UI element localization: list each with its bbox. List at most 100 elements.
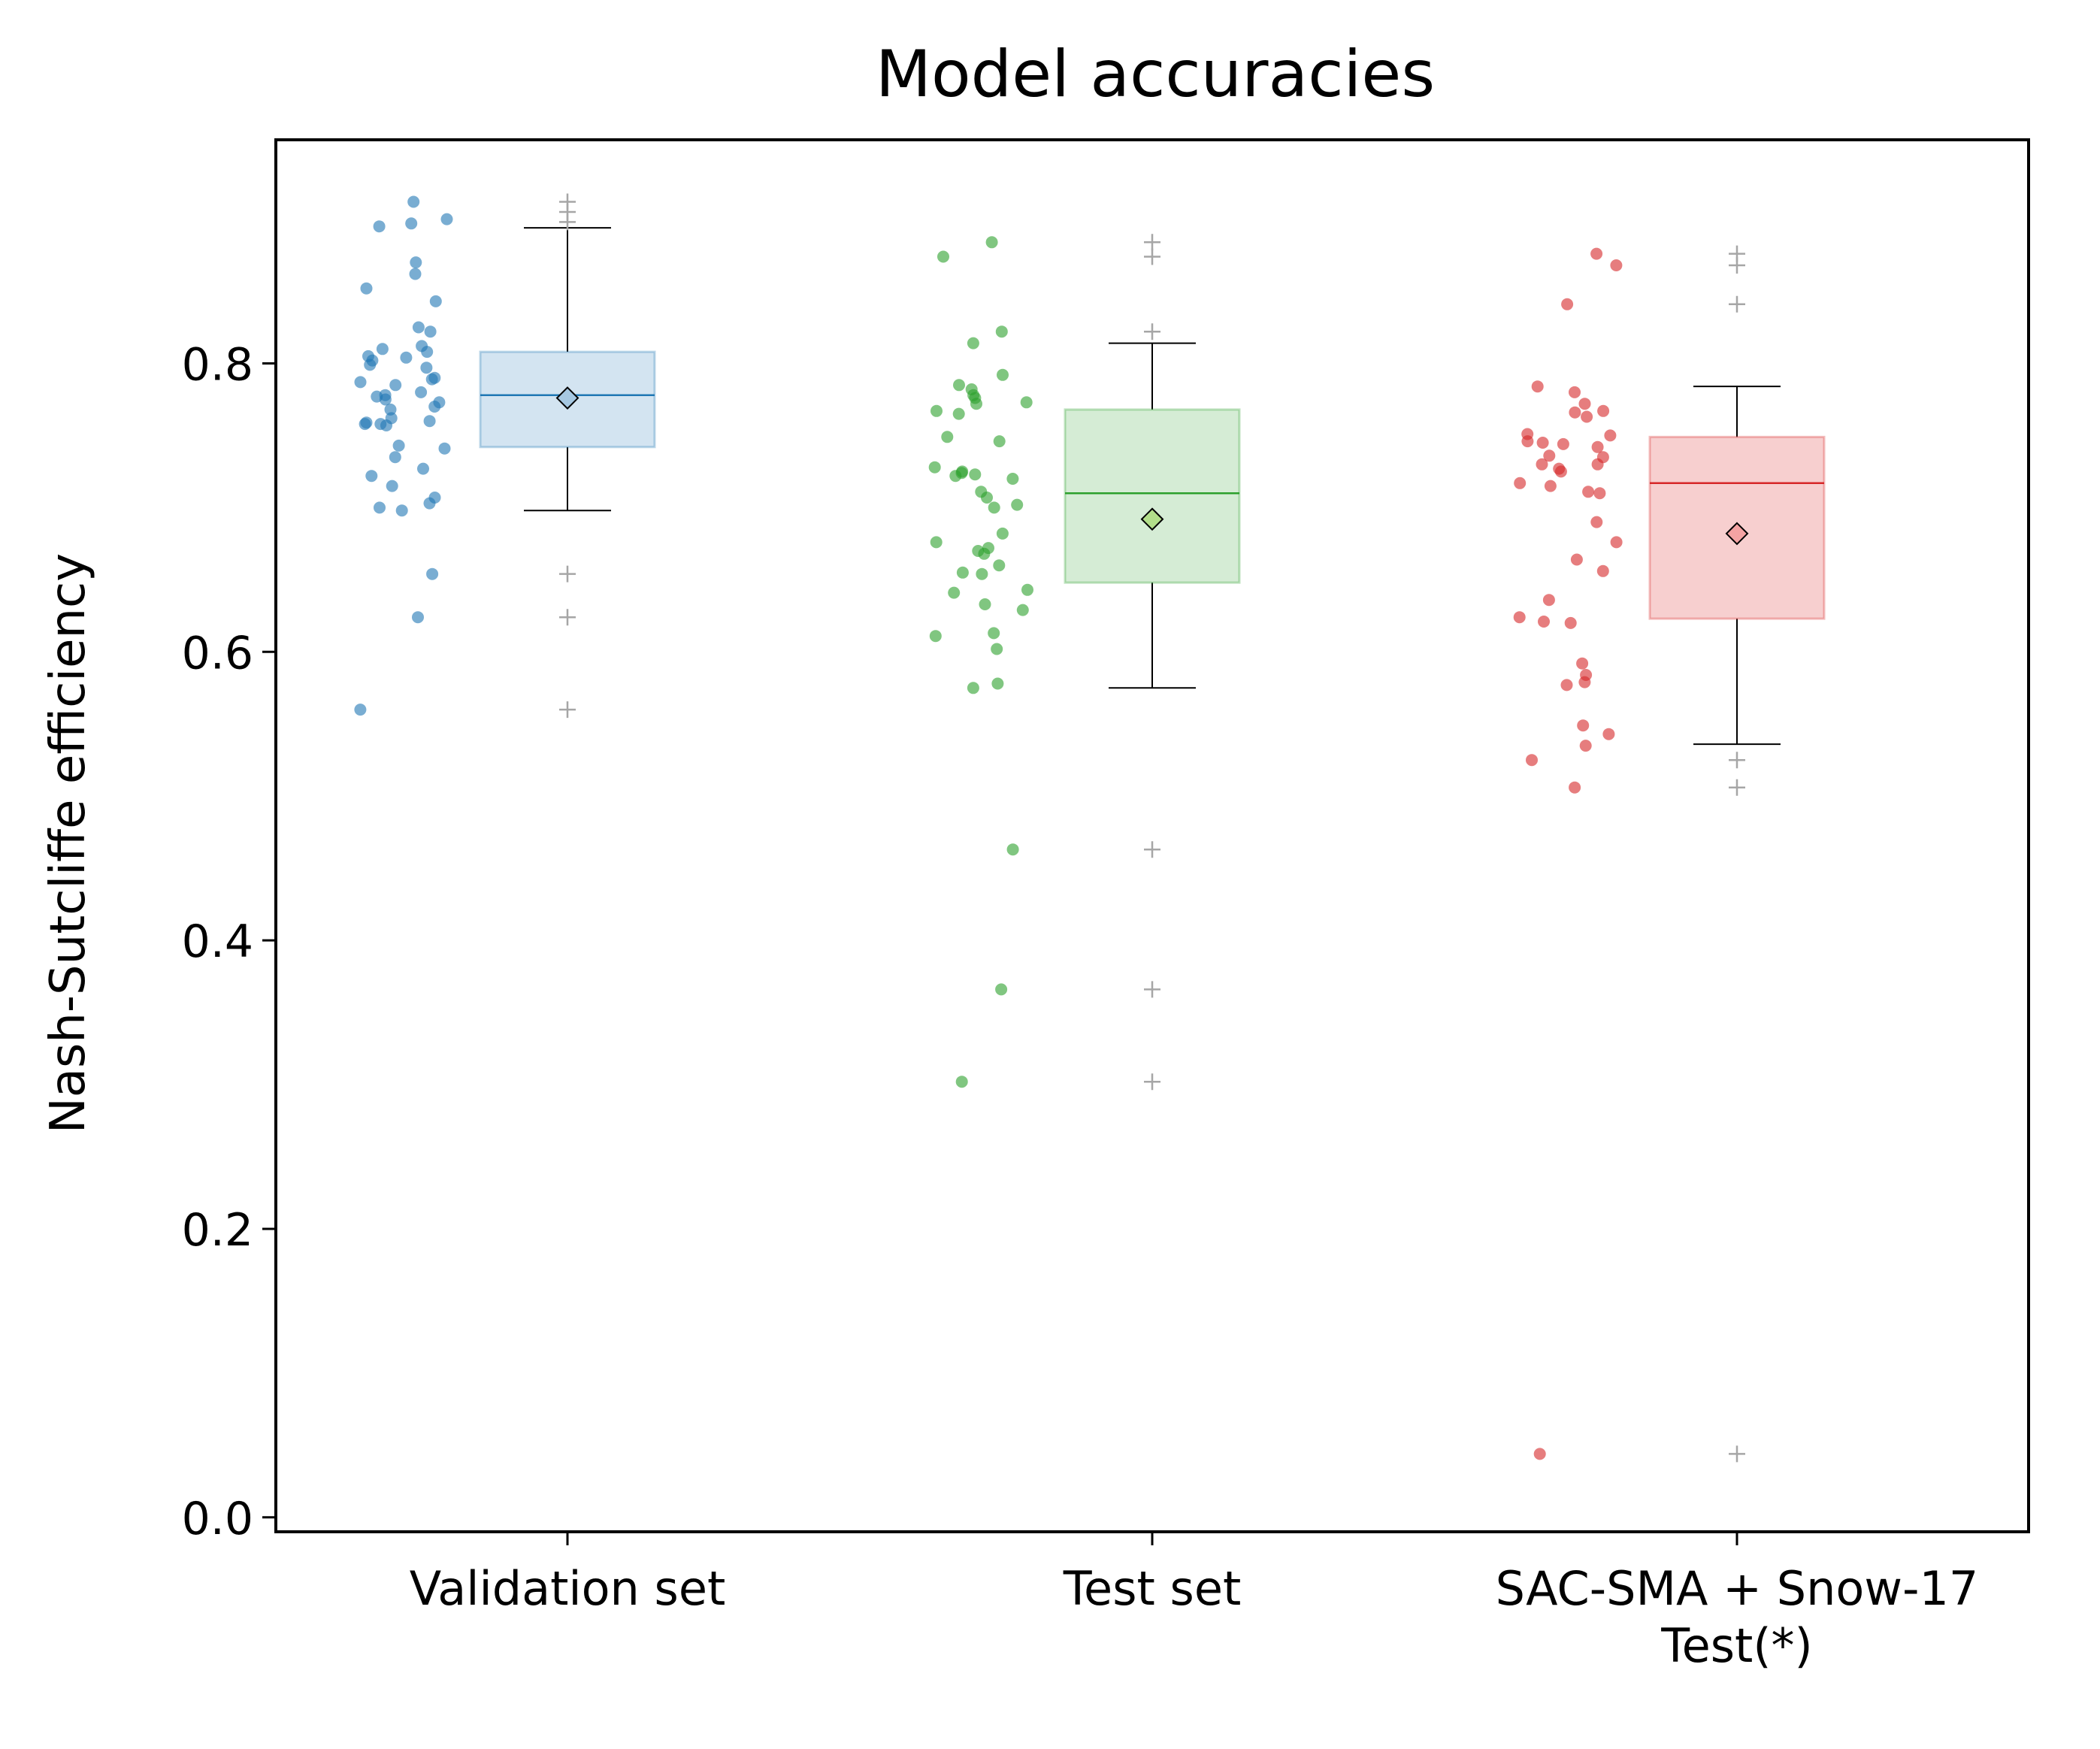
box-group-3 xyxy=(1513,245,1826,1463)
data-point xyxy=(1582,486,1595,498)
data-point xyxy=(1536,458,1548,471)
data-point xyxy=(928,461,941,474)
data-point xyxy=(1526,754,1538,767)
data-point xyxy=(1576,657,1589,670)
outlier-marker xyxy=(1729,245,1745,262)
data-point xyxy=(421,346,434,359)
data-point xyxy=(1538,616,1550,628)
data-point xyxy=(988,501,1000,514)
data-point xyxy=(1569,386,1581,398)
data-point xyxy=(1011,498,1024,511)
data-point xyxy=(354,376,367,389)
y-tick-label: 0.4 xyxy=(182,915,253,968)
plot-area xyxy=(354,193,1826,1463)
data-point xyxy=(423,415,436,428)
mean-marker xyxy=(1140,507,1164,531)
data-point xyxy=(423,497,436,510)
data-point xyxy=(429,295,442,307)
data-point xyxy=(1557,437,1569,450)
mean-marker xyxy=(555,386,579,410)
outlier-marker xyxy=(559,193,576,210)
data-point xyxy=(956,566,969,579)
data-point xyxy=(1513,611,1526,624)
data-point xyxy=(440,213,453,225)
data-point xyxy=(955,1076,968,1088)
data-point xyxy=(949,470,962,483)
data-point xyxy=(1610,259,1623,271)
data-point xyxy=(400,351,413,364)
data-point xyxy=(1020,396,1033,409)
data-point xyxy=(1016,604,1029,616)
data-point xyxy=(424,325,437,338)
box-iqr xyxy=(1648,435,1826,620)
data-point xyxy=(1581,410,1593,423)
data-point xyxy=(354,704,367,716)
x-tick-label-line: Validation set xyxy=(410,1561,726,1616)
data-point xyxy=(1570,553,1583,566)
y-tick-label: 0.0 xyxy=(182,1493,253,1545)
data-point xyxy=(1564,616,1577,629)
data-point xyxy=(428,401,441,413)
outlier-marker xyxy=(1729,295,1745,313)
x-tick-label-line: Test set xyxy=(1063,1561,1242,1616)
data-point xyxy=(1578,398,1591,410)
data-point xyxy=(941,431,954,443)
data-point xyxy=(969,468,982,481)
data-point xyxy=(364,359,377,371)
data-point xyxy=(376,343,389,356)
data-point xyxy=(412,611,424,624)
data-point xyxy=(1593,487,1606,500)
box-group-1 xyxy=(354,193,656,719)
x-tick-label: Test set xyxy=(1063,1561,1242,1616)
plot-frame xyxy=(274,138,2030,1533)
data-point xyxy=(991,677,1004,690)
data-point xyxy=(981,492,993,504)
data-point xyxy=(1577,719,1590,732)
data-point xyxy=(1560,679,1573,691)
data-point xyxy=(373,220,386,233)
y-tick-label: 0.8 xyxy=(182,338,253,391)
data-point xyxy=(1604,429,1617,442)
y-tick-label: 0.2 xyxy=(182,1204,253,1257)
x-tick-label: SAC-SMA + Snow-17 Test(*) xyxy=(1496,1561,1979,1673)
outlier-marker xyxy=(559,565,576,582)
y-tick-label: 0.6 xyxy=(182,627,253,679)
data-point xyxy=(1533,1448,1546,1460)
data-point xyxy=(392,439,405,452)
data-point xyxy=(420,362,433,374)
data-point xyxy=(1006,473,1019,485)
data-point xyxy=(978,547,991,560)
data-point xyxy=(380,419,392,431)
data-point xyxy=(1569,781,1581,794)
data-point xyxy=(386,480,398,492)
x-tick-label-line: SAC-SMA + Snow-17 xyxy=(1496,1561,1979,1616)
data-point xyxy=(389,379,402,392)
data-point xyxy=(970,398,982,410)
chart-title: Model accuracies xyxy=(876,37,1435,112)
data-point xyxy=(985,236,998,249)
data-point xyxy=(438,442,451,455)
data-point xyxy=(379,393,392,406)
mean-marker xyxy=(1725,522,1749,546)
data-point xyxy=(1596,564,1609,577)
data-point xyxy=(929,630,942,643)
data-point xyxy=(1543,449,1556,462)
outlier-marker xyxy=(559,701,576,719)
data-point xyxy=(948,586,961,599)
data-point xyxy=(1006,843,1019,856)
outlier-marker xyxy=(1729,1445,1745,1463)
data-point xyxy=(412,321,425,334)
data-point xyxy=(953,379,965,392)
data-point xyxy=(1578,676,1591,688)
outlier-marker xyxy=(1729,752,1745,769)
data-point xyxy=(997,368,1009,381)
data-point xyxy=(425,373,438,386)
data-point xyxy=(967,337,979,349)
data-point xyxy=(1597,404,1610,417)
data-point xyxy=(930,404,943,417)
data-point xyxy=(384,403,397,416)
data-point xyxy=(1591,440,1604,453)
data-point xyxy=(365,470,378,483)
data-point xyxy=(952,407,965,420)
